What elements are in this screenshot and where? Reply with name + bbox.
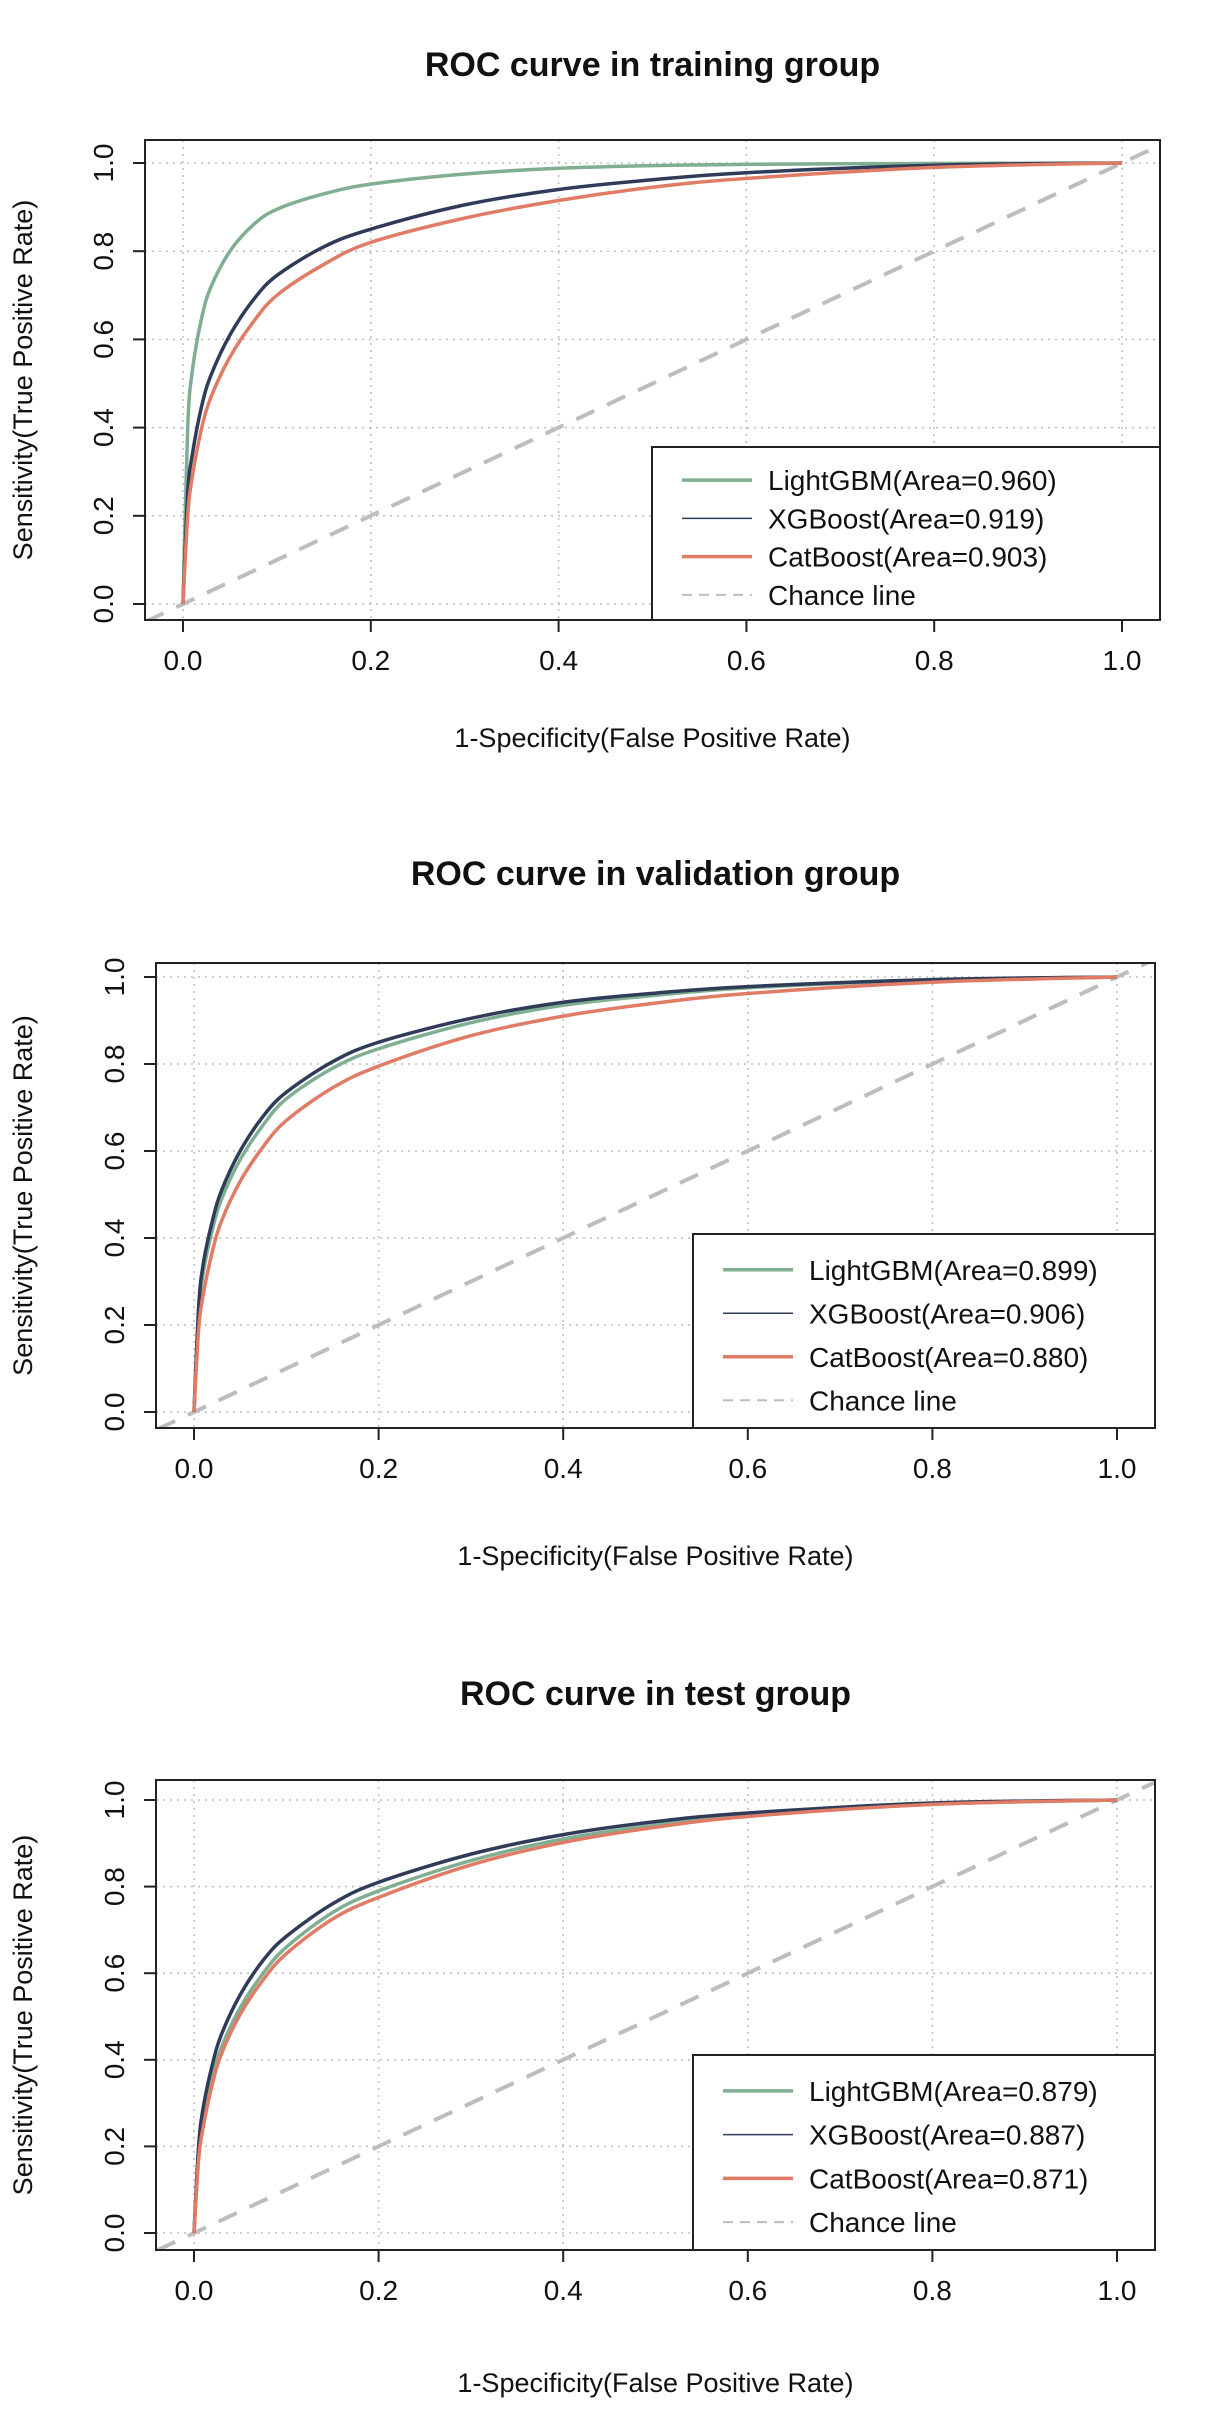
x-tick-label: 0.2: [359, 2275, 398, 2306]
legend-entry: CatBoost(Area=0.880): [809, 1342, 1088, 1373]
series-line-chance-line: [156, 963, 1152, 1428]
legend-entry: XGBoost(Area=0.906): [809, 1298, 1085, 1329]
x-tick-label: 0.4: [544, 2275, 583, 2306]
legend-entry: Chance line: [768, 580, 916, 611]
y-axis-label: Sensitivity(True Positive Rate): [8, 1835, 38, 2196]
roc-chart-3: ROC curve in test group 0.0 0.2 0.4 0.6 0.8 1.…: [8, 1675, 1156, 2398]
series-line-xgboost: [181, 161, 1123, 605]
plot-area: [145, 143, 1160, 620]
y-tick-label: 0.8: [99, 1867, 130, 1906]
y-tick-label: 1.0: [99, 958, 130, 997]
series-line-catboost: [181, 161, 1123, 605]
x-tick-label: 1.0: [1098, 1453, 1137, 1484]
series-line-xgboost: [192, 975, 1118, 1413]
x-tick-label: 0.6: [727, 645, 766, 676]
legend-box: [692, 2054, 1156, 2251]
legend-entry: LightGBM(Area=0.960): [768, 465, 1057, 496]
y-axis-label: Sensitivity(True Positive Rate): [8, 200, 38, 561]
roc-chart-1: ROC curve in training group 0.0 0.2 0.4 0.6 0…: [8, 46, 1161, 753]
series-line-chance-line: [156, 1780, 1155, 2250]
plot-area: [156, 1780, 1155, 2250]
y-tick-label: 0.4: [99, 1219, 130, 1258]
legend-entry: Chance line: [809, 2207, 957, 2238]
x-tick-label: 1.0: [1098, 2275, 1137, 2306]
x-tick-label: 0.6: [728, 2275, 767, 2306]
x-tick-label: 0.2: [351, 645, 390, 676]
y-tick-label: 0.4: [99, 2040, 130, 2079]
x-tick-label: 0.4: [539, 645, 578, 676]
y-tick-label: 0.8: [99, 1045, 130, 1084]
chart-title: ROC curve in test group: [460, 1675, 851, 1713]
y-tick-label: 0.0: [99, 2214, 130, 2253]
y-tick-label: 0.4: [88, 408, 119, 447]
legend-entry: CatBoost(Area=0.871): [809, 2163, 1088, 2194]
legend: LightGBM(Area=0.960) XGBoost(Area=0.919) C…: [651, 446, 1161, 621]
x-axis-label: 1-Specificity(False Positive Rate): [454, 723, 850, 753]
y-tick-label: 0.2: [99, 1306, 130, 1345]
y-tick-label: 0.8: [88, 232, 119, 271]
x-tick-label: 1.0: [1103, 645, 1142, 676]
legend-entry: LightGBM(Area=0.899): [809, 1255, 1098, 1286]
chart-title: ROC curve in training group: [425, 46, 880, 84]
series-line-catboost: [192, 975, 1118, 1413]
x-tick-label: 0.6: [728, 1453, 767, 1484]
x-axis-label: 1-Specificity(False Positive Rate): [457, 1541, 853, 1571]
y-tick-label: 0.6: [99, 1132, 130, 1171]
x-tick-label: 0.0: [175, 2275, 214, 2306]
series-line-chance-line: [145, 143, 1160, 620]
series-line-xgboost: [192, 1798, 1118, 2234]
x-tick-label: 0.4: [544, 1453, 583, 1484]
legend-box: [692, 1233, 1156, 1429]
y-tick-label: 1.0: [99, 1781, 130, 1820]
legend: LightGBM(Area=0.879) XGBoost(Area=0.887) C…: [692, 2054, 1156, 2251]
legend-entry: XGBoost(Area=0.887): [809, 2120, 1085, 2151]
legend-entry: CatBoost(Area=0.903): [768, 542, 1047, 573]
series-line-lightgbm: [181, 161, 1123, 605]
x-axis-label: 1-Specificity(False Positive Rate): [457, 2368, 853, 2398]
roc-chart-2: ROC curve in validation group 0.0 0.2 0.4 0.…: [8, 855, 1156, 1571]
y-tick-label: 0.0: [99, 1393, 130, 1432]
y-tick-label: 0.2: [88, 496, 119, 535]
series-line-catboost: [192, 1798, 1118, 2234]
chart-title: ROC curve in validation group: [411, 855, 900, 893]
legend-entry: LightGBM(Area=0.879): [809, 2076, 1098, 2107]
legend: LightGBM(Area=0.899) XGBoost(Area=0.906) C…: [692, 1233, 1156, 1429]
y-tick-label: 0.6: [99, 1954, 130, 1993]
x-tick-label: 0.0: [175, 1453, 214, 1484]
plot-area: [156, 963, 1152, 1428]
x-tick-label: 0.8: [915, 645, 954, 676]
y-tick-label: 0.6: [88, 320, 119, 359]
x-tick-label: 0.2: [359, 1453, 398, 1484]
x-tick-label: 0.0: [164, 645, 203, 676]
legend-entry: XGBoost(Area=0.919): [768, 503, 1044, 534]
x-tick-label: 0.8: [913, 2275, 952, 2306]
legend-box: [651, 446, 1161, 621]
legend-entry: Chance line: [809, 1385, 957, 1416]
y-tick-label: 1.0: [88, 144, 119, 183]
x-tick-label: 0.8: [913, 1453, 952, 1484]
y-axis-label: Sensitivity(True Positive Rate): [8, 1015, 38, 1376]
y-tick-label: 0.0: [88, 585, 119, 624]
y-tick-label: 0.2: [99, 2127, 130, 2166]
